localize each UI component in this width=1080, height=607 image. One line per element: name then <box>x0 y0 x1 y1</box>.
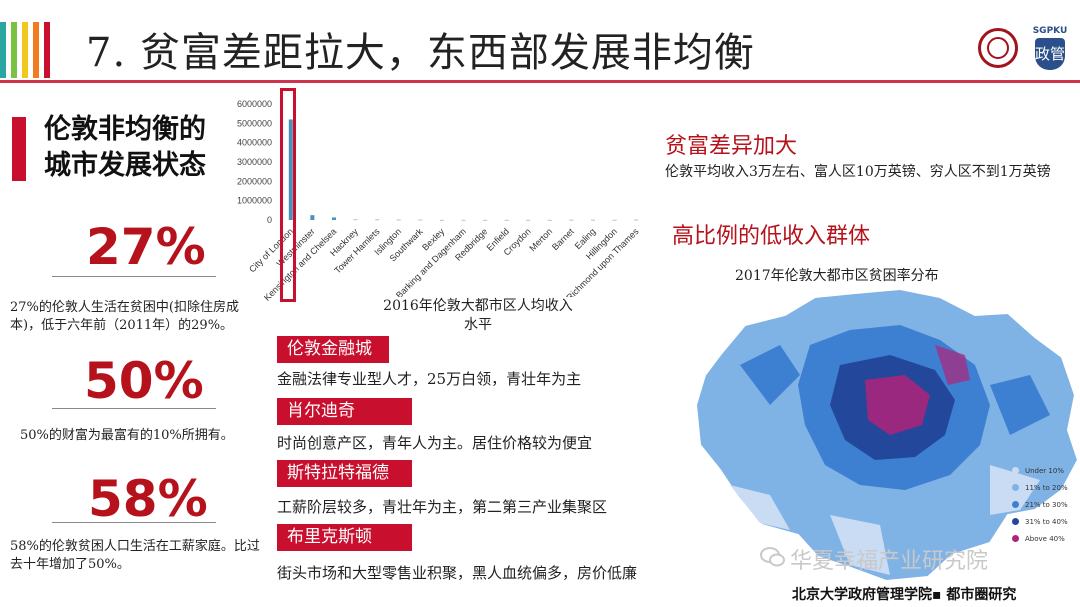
low-income-title: 高比例的低收入群体 <box>672 224 871 249</box>
y-tick-label: 4000000 <box>237 138 272 148</box>
bar <box>310 215 315 220</box>
header-divider <box>0 80 1080 83</box>
stat-value-1: 27% <box>86 218 206 276</box>
slide-title: 7. 贫富差距拉大，东西部发展非均衡 <box>86 30 755 76</box>
wealth-gap-text: 伦敦平均收入3万左右、富人区10万英镑、穷人区不到1万英镑 <box>665 164 1051 180</box>
stripe-1 <box>0 22 6 78</box>
y-tick-label: 2000000 <box>237 176 272 186</box>
x-tick-label: Merton <box>527 226 554 253</box>
slide-header: 7. 贫富差距拉大，东西部发展非均衡 SGPKU 政管 <box>0 0 1080 78</box>
legend-swatch <box>1012 518 1019 525</box>
stripe-4 <box>33 22 39 78</box>
stat-desc-3: 58%的伦敦贫困人口生活在工薪家庭。比过去十年增加了50%。 <box>10 539 260 572</box>
legend-item: 31% to 40% <box>1012 513 1068 530</box>
bar <box>591 219 596 221</box>
district-desc-4: 街头市场和大型零售业积聚，黑人血统偏多，房价低廉 <box>277 564 638 582</box>
bar <box>634 219 639 221</box>
bar <box>331 217 336 220</box>
footer-text: 北京大学政府管理学院▪ 都市圈研究 <box>792 587 1017 603</box>
income-bar-chart: 6000000 5000000 4000000 3000000 2000000 10000… <box>232 92 652 322</box>
bar <box>396 219 401 221</box>
legend-item: Above 40% <box>1012 530 1068 547</box>
map-legend: Under 10% 11% to 20% 21% to 30% 31% to 4… <box>1012 462 1068 547</box>
chart-svg: 6000000 5000000 4000000 3000000 2000000 10000… <box>237 99 641 303</box>
decorative-stripes <box>0 22 50 78</box>
bar <box>461 219 466 221</box>
bar <box>504 219 509 221</box>
wealth-gap-title: 贫富差异加大 <box>665 134 798 159</box>
sgpku-logo: SGPKU 政管 <box>1030 26 1070 72</box>
bar <box>612 219 617 221</box>
stat-desc-2: 50%的财富为最富有的10%所拥有。 <box>20 428 234 443</box>
map-title: 2017年伦敦大都市区贫困率分布 <box>735 268 939 284</box>
chart-title: 2016年伦敦大都市区人均收入水平 <box>378 297 578 335</box>
legend-swatch <box>1012 501 1019 508</box>
london-poverty-map <box>694 287 1080 583</box>
stat-value-3: 58% <box>88 470 208 528</box>
legend-swatch <box>1012 484 1019 491</box>
district-desc-1: 金融法律专业型人才，25万白领，青壮年为主 <box>277 370 582 388</box>
city-of-london-highlight <box>280 88 296 302</box>
y-tick-label: 5000000 <box>237 118 272 128</box>
watermark-text: 华夏幸福产业研究院 <box>790 549 989 574</box>
bar <box>483 219 488 221</box>
district-label-3: 斯特拉特福德 <box>277 460 412 487</box>
bar <box>375 219 380 221</box>
stat-desc-1: 27%的伦敦人生活在贫困中(扣除住房成本)，低于六年前（2011年）的29%。 <box>10 300 239 333</box>
bar <box>569 219 574 221</box>
legend-item: 11% to 20% <box>1012 479 1068 496</box>
bar <box>439 219 444 221</box>
legend-swatch <box>1012 467 1019 474</box>
district-label-4: 布里克斯顿 <box>277 524 412 551</box>
district-label-1: 伦敦金融城 <box>277 336 389 363</box>
bar <box>288 119 293 220</box>
stripe-2 <box>11 22 17 78</box>
y-tick-label: 1000000 <box>237 196 272 206</box>
stat-value-2: 50% <box>84 352 204 410</box>
legend-swatch <box>1012 535 1019 542</box>
y-tick-label: 6000000 <box>237 99 272 109</box>
stat-divider-1 <box>52 276 216 277</box>
district-desc-3: 工薪阶层较多，青壮年为主，第二第三产业集聚区 <box>277 498 608 516</box>
y-tick-label: 0 <box>267 215 272 225</box>
heading-accent-bar <box>12 117 26 181</box>
legend-item: Under 10% <box>1012 462 1068 479</box>
pku-seal-logo <box>978 28 1018 68</box>
bar <box>418 219 423 221</box>
district-desc-2: 时尚创意产区，青年人为主。居住价格较为便宜 <box>277 434 593 452</box>
stat-divider-2 <box>52 408 216 409</box>
wechat-icon <box>760 547 785 567</box>
district-label-2: 肖尔迪奇 <box>277 398 412 425</box>
stripe-5 <box>44 22 50 78</box>
stripe-3 <box>22 22 28 78</box>
x-tick-label: Barnet <box>550 226 576 252</box>
bar <box>526 219 531 221</box>
stat-divider-3 <box>52 522 216 523</box>
bar <box>547 219 552 221</box>
left-heading: 伦敦非均衡的 城市发展状态 <box>44 114 206 181</box>
y-tick-label: 3000000 <box>237 157 272 167</box>
legend-item: 21% to 30% <box>1012 496 1068 513</box>
bar <box>353 219 358 221</box>
